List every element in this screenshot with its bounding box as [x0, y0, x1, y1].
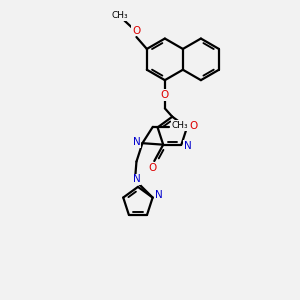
- Text: N: N: [155, 190, 163, 200]
- Text: N: N: [133, 137, 140, 147]
- Text: N: N: [184, 141, 192, 151]
- Text: CH₃: CH₃: [171, 121, 188, 130]
- Text: O: O: [189, 121, 198, 131]
- Text: O: O: [132, 26, 141, 35]
- Text: O: O: [148, 163, 156, 172]
- Text: O: O: [161, 90, 169, 100]
- Text: CH₃: CH₃: [112, 11, 128, 20]
- Text: N: N: [133, 174, 140, 184]
